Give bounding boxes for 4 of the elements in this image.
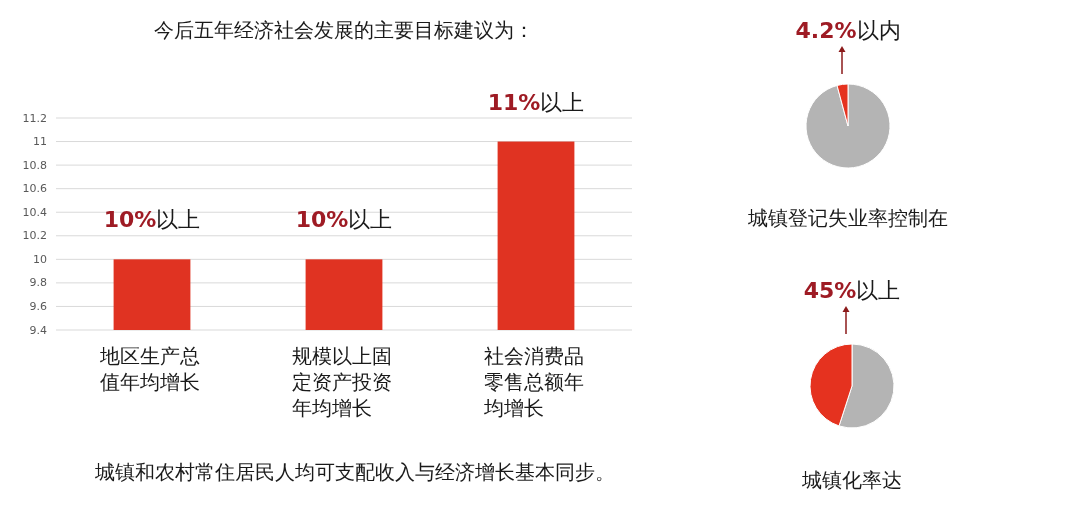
title: 今后五年经济社会发展的主要目标建议为： — [154, 18, 534, 42]
annotation: 城镇和农村常住居民人均可支配收入与经济增长基本同步。 — [95, 460, 615, 484]
title: 城镇登记失业率控制在 — [748, 206, 948, 230]
title: 城镇化率达 — [802, 468, 902, 492]
